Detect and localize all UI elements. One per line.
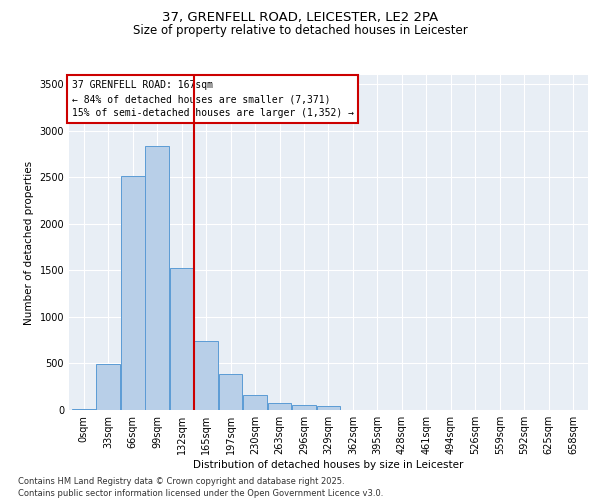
Text: 37 GRENFELL ROAD: 167sqm
← 84% of detached houses are smaller (7,371)
15% of sem: 37 GRENFELL ROAD: 167sqm ← 84% of detach…: [71, 80, 353, 118]
Text: 37, GRENFELL ROAD, LEICESTER, LE2 2PA: 37, GRENFELL ROAD, LEICESTER, LE2 2PA: [162, 11, 438, 24]
Bar: [243, 395, 267, 410]
Bar: [292, 406, 316, 410]
Bar: [317, 406, 340, 410]
X-axis label: Distribution of detached houses by size in Leicester: Distribution of detached houses by size …: [193, 460, 464, 470]
Bar: [72, 409, 95, 410]
Bar: [268, 402, 292, 410]
Bar: [145, 146, 169, 410]
Bar: [170, 268, 193, 410]
Bar: [121, 176, 145, 410]
Bar: [219, 374, 242, 410]
Bar: [96, 364, 120, 410]
Text: Size of property relative to detached houses in Leicester: Size of property relative to detached ho…: [133, 24, 467, 37]
Bar: [194, 341, 218, 410]
Text: Contains HM Land Registry data © Crown copyright and database right 2025.
Contai: Contains HM Land Registry data © Crown c…: [18, 476, 383, 498]
Y-axis label: Number of detached properties: Number of detached properties: [24, 160, 34, 324]
